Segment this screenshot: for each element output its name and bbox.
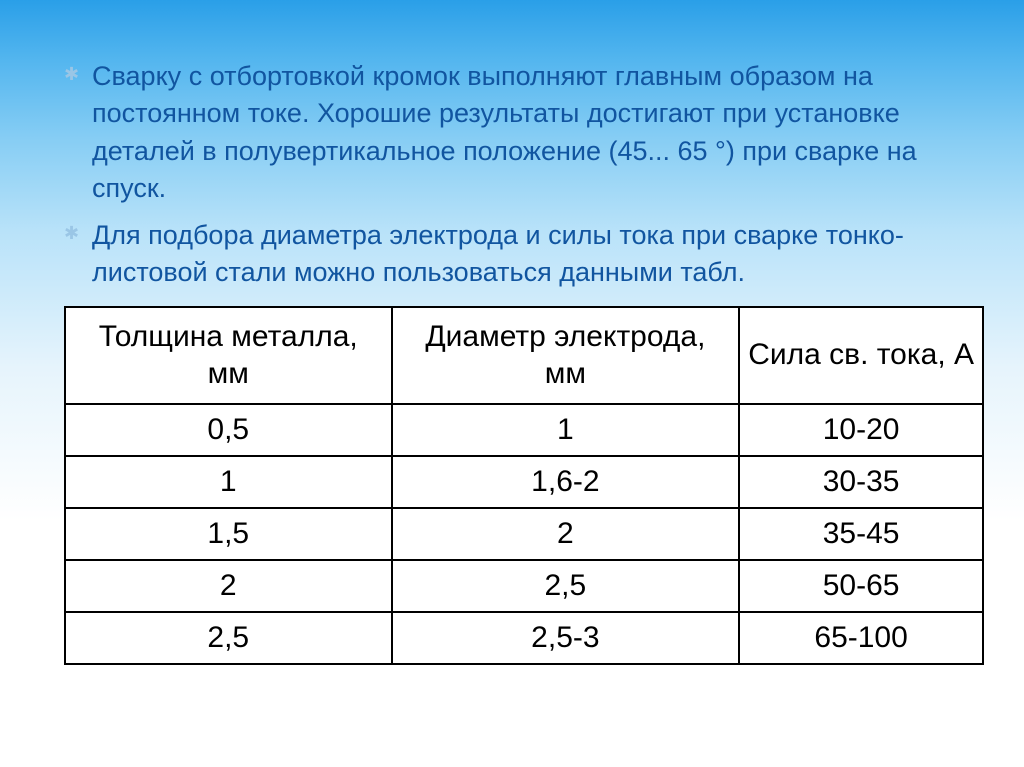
welding-params-table: Толщина металла, мм Диаметр электрода, м…	[64, 306, 984, 665]
cell-current: 35-45	[739, 508, 983, 560]
cell-thickness: 1,5	[65, 508, 392, 560]
cell-thickness: 1	[65, 456, 392, 508]
bullet-item: Сварку с отбортовкой кромок выполняют гл…	[64, 58, 976, 207]
cell-current: 50-65	[739, 560, 983, 612]
bullet-item: Для подбора диаметра электрода и силы то…	[64, 217, 976, 292]
col-header-diameter: Диаметр электрода, мм	[392, 307, 740, 404]
slide: Сварку с отбортовкой кромок выполняют гл…	[0, 0, 1024, 767]
cell-thickness: 0,5	[65, 404, 392, 456]
cell-diameter: 2	[392, 508, 740, 560]
cell-thickness: 2	[65, 560, 392, 612]
cell-diameter: 2,5-3	[392, 612, 740, 664]
table-row: 2,5 2,5-3 65-100	[65, 612, 983, 664]
table-header-row: Толщина металла, мм Диаметр электрода, м…	[65, 307, 983, 404]
cell-current: 30-35	[739, 456, 983, 508]
bullet-list: Сварку с отбортовкой кромок выполняют гл…	[64, 58, 976, 292]
table-row: 1,5 2 35-45	[65, 508, 983, 560]
table-row: 2 2,5 50-65	[65, 560, 983, 612]
cell-current: 65-100	[739, 612, 983, 664]
cell-current: 10-20	[739, 404, 983, 456]
cell-diameter: 1,6-2	[392, 456, 740, 508]
table-row: 1 1,6-2 30-35	[65, 456, 983, 508]
table-row: 0,5 1 10-20	[65, 404, 983, 456]
cell-thickness: 2,5	[65, 612, 392, 664]
cell-diameter: 1	[392, 404, 740, 456]
col-header-thickness: Толщина металла, мм	[65, 307, 392, 404]
cell-diameter: 2,5	[392, 560, 740, 612]
col-header-current: Сила св. тока, А	[739, 307, 983, 404]
